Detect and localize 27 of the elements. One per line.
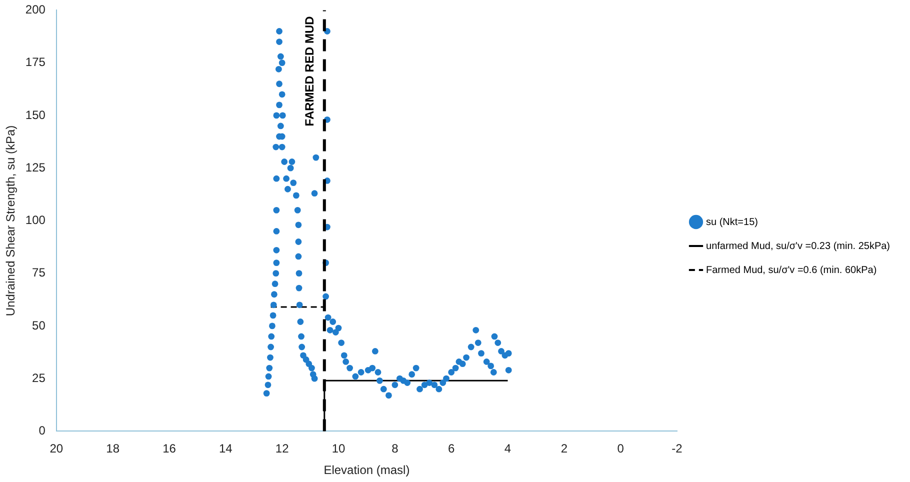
y-tick-label: 100 (25, 213, 46, 228)
x-tick-label: 4 (504, 442, 512, 456)
y-tick-label: 0 (38, 424, 46, 438)
x-tick-label: 20 (50, 442, 64, 456)
legend-label: Farmed Mud, su/σ'v =0.6 (min. 60kPa) (706, 264, 877, 276)
legend-label: unfarmed Mud, su/σ'v =0.23 (min. 25kPa) (706, 240, 890, 252)
x-tick-label: 6 (448, 442, 455, 456)
x-axis-title: Elevation (masl) (324, 463, 410, 478)
y-axis-title: Undrained Shear Strength, su (kPa) (4, 125, 18, 316)
x-tick-label: 0 (617, 442, 624, 456)
y-tick-label: 25 (32, 370, 46, 385)
x-tick-label: 16 (162, 442, 176, 456)
y-tick-label: 125 (25, 160, 46, 174)
legend-label: su (Nkt=15) (706, 216, 758, 228)
x-tick-label: 2 (560, 442, 568, 456)
x-tick-label: 12 (275, 442, 290, 456)
y-tick-label: 75 (32, 266, 46, 280)
x-tick-label: 18 (106, 442, 120, 456)
x-tick-label: -2 (672, 442, 683, 456)
x-tick-label: 10 (332, 442, 346, 456)
ref-line-label: FARMED RED MUD (302, 16, 317, 126)
y-tick-label: 150 (25, 108, 46, 122)
x-tick-label: 14 (218, 442, 233, 456)
y-tick-label: 175 (25, 55, 46, 70)
y-tick-label: 50 (32, 318, 46, 332)
x-tick-label: 8 (392, 442, 399, 456)
y-tick-label: 200 (25, 2, 46, 17)
